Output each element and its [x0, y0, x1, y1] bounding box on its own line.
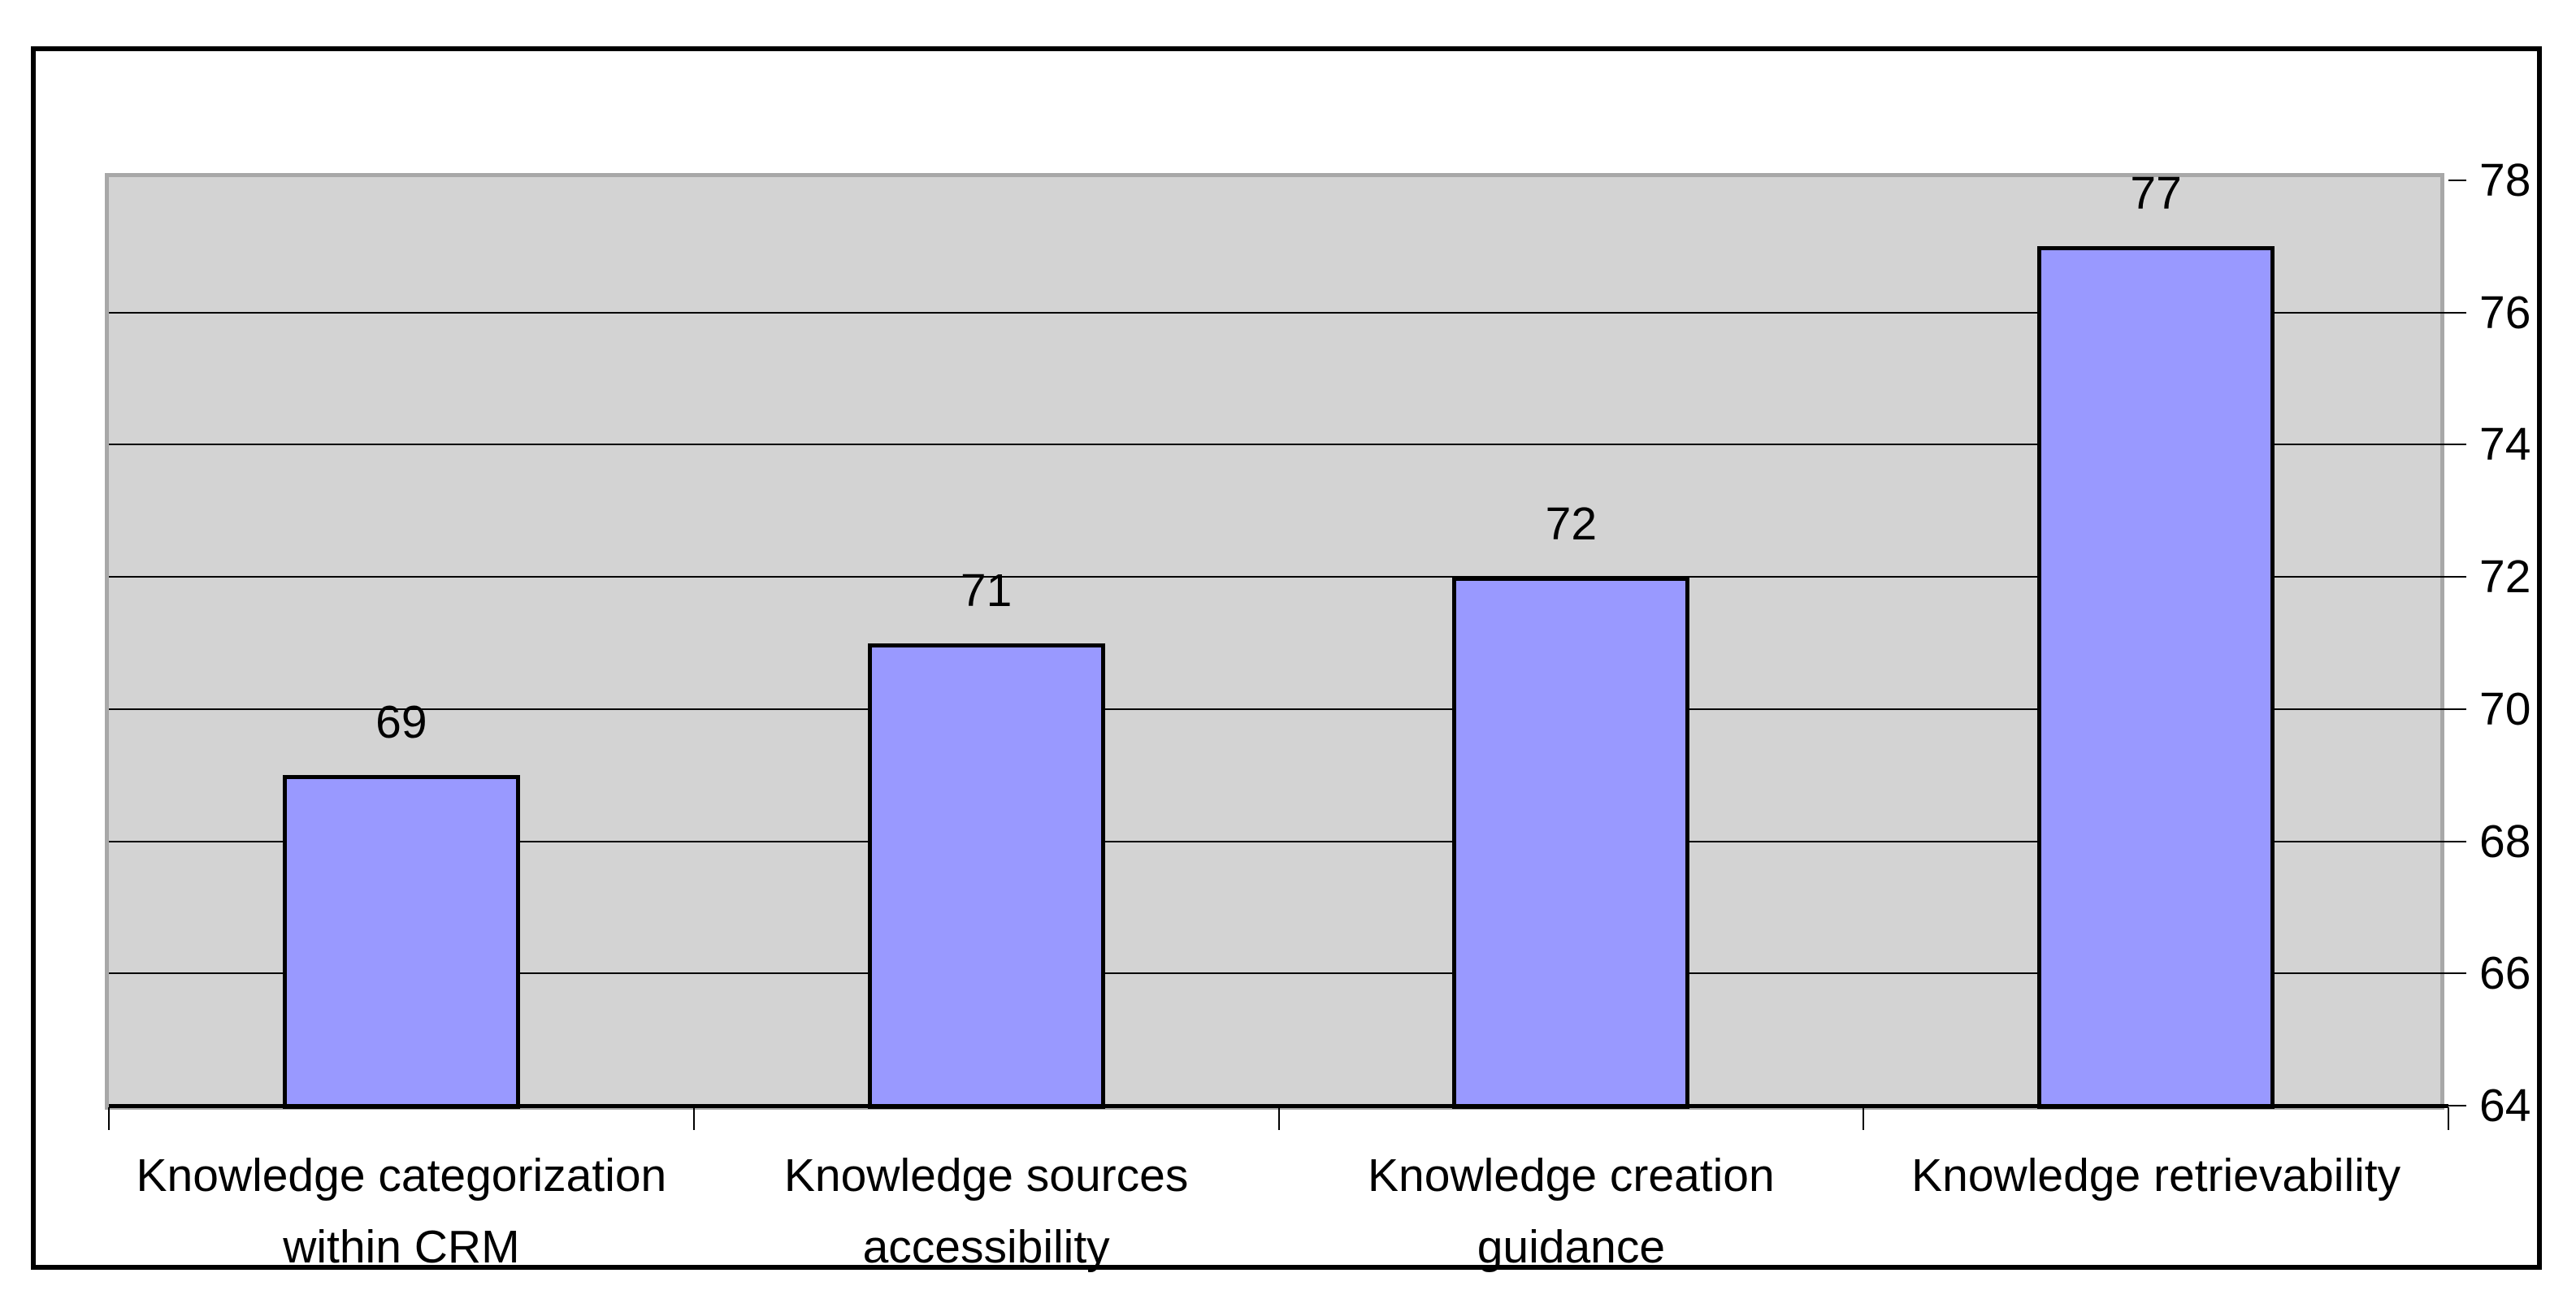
bar-value-label-1: 69 [375, 696, 427, 749]
y-axis-tick-76 [2448, 311, 2466, 314]
y-axis-label-68: 68 [2479, 815, 2531, 868]
category-label-2: Knowledge sources accessibility [783, 1150, 1189, 1273]
y-axis-tick-66 [2448, 972, 2466, 975]
y-axis-tick-68 [2448, 840, 2466, 842]
category-label-1: Knowledge categorization within CRM [136, 1150, 667, 1273]
y-axis-tick-74 [2448, 444, 2466, 446]
gridline-y-70 [109, 708, 2448, 710]
category-label-3: Knowledge creation guidance [1368, 1150, 1775, 1273]
y-axis-label-66: 66 [2479, 947, 2531, 1000]
x-axis-line [109, 1104, 2448, 1108]
y-axis-tick-70 [2448, 708, 2466, 710]
x-axis-tick-1 [692, 1107, 695, 1130]
y-axis-tick-64 [2448, 1105, 2466, 1106]
bar-1 [282, 775, 520, 1109]
x-axis-tick-0 [108, 1107, 110, 1130]
chart-outer-frame: 69 71 72 77 64 66 68 70 72 74 76 78 Knowledge categ… [31, 46, 2542, 1273]
bar-2 [867, 643, 1105, 1109]
bar-value-label-3: 72 [1545, 498, 1598, 551]
y-axis-label-76: 76 [2479, 286, 2531, 339]
y-axis-tick-72 [2448, 576, 2466, 578]
gridline-y-72 [109, 576, 2448, 578]
y-axis-label-74: 74 [2479, 418, 2531, 471]
gridline-y-74 [109, 444, 2448, 446]
x-axis-tick-2 [1277, 1107, 1280, 1130]
x-axis-tick-3 [1863, 1107, 1865, 1130]
y-axis-label-72: 72 [2479, 551, 2531, 604]
y-axis-label-70: 70 [2479, 682, 2531, 735]
gridline-y-68 [109, 840, 2448, 842]
gridline-y-76 [109, 311, 2448, 314]
category-label-4: Knowledge retrievability [1911, 1150, 2401, 1202]
x-axis-tick-4 [2448, 1107, 2449, 1130]
bar-value-label-2: 71 [960, 564, 1013, 617]
y-axis-label-78: 78 [2479, 154, 2531, 206]
bar-value-label-4: 77 [2130, 167, 2182, 220]
y-axis-tick-78 [2448, 180, 2466, 181]
gridline-y-66 [109, 972, 2448, 975]
bar-4 [2037, 246, 2275, 1109]
bar-3 [1452, 577, 1690, 1109]
y-axis-label-64: 64 [2479, 1080, 2531, 1132]
plot-area: 69 71 72 77 [105, 168, 2448, 1110]
